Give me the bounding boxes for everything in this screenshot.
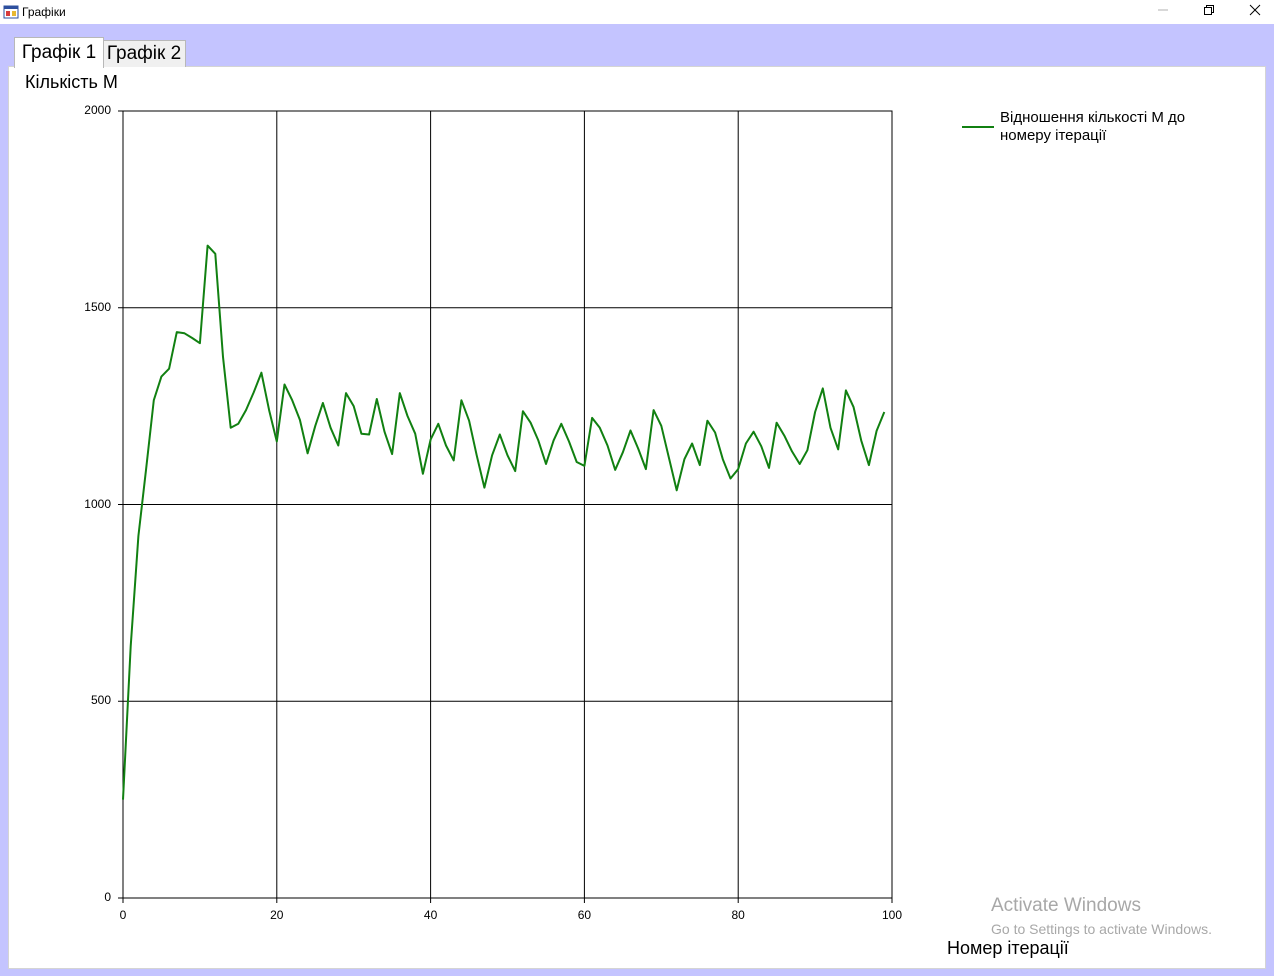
close-icon <box>1249 3 1261 21</box>
watermark-title: Activate Windows <box>991 895 1141 916</box>
tab-panel <box>8 66 1266 969</box>
window-title: Графіки <box>22 5 66 19</box>
x-tick-label: 80 <box>731 908 745 922</box>
minimize-icon <box>1157 3 1169 21</box>
y-tick-label: 1500 <box>84 299 111 314</box>
x-tick-label: 0 <box>119 908 127 922</box>
x-tick-label: 40 <box>423 908 438 922</box>
series-line <box>122 244 886 800</box>
y-tick-label: 2000 <box>84 103 111 117</box>
y-axis-title: Кількість М <box>25 72 118 92</box>
activate-windows-watermark: Activate Windows Go to Settings to activ… <box>991 895 1212 937</box>
x-tick-label: 20 <box>270 908 284 922</box>
minimize-button[interactable] <box>1140 0 1186 24</box>
y-tick-label: 0 <box>104 890 111 904</box>
watermark-subtitle: Go to Settings to activate Windows. <box>991 921 1212 937</box>
y-tick-label: 500 <box>90 693 111 708</box>
legend-swatch <box>962 126 994 128</box>
title-bar[interactable]: Графіки <box>0 0 1274 24</box>
legend-label: Відношення кількості М до номеру ітераці… <box>1000 109 1186 144</box>
x-axis-title: Номер ітерації <box>947 938 1069 958</box>
tab-graph-1[interactable]: Графік 1 <box>14 37 104 68</box>
x-tick-label: 100 <box>881 908 903 922</box>
tab-graph-2[interactable]: Графік 2 <box>102 40 186 67</box>
x-tick-label: 60 <box>577 908 592 922</box>
restore-button[interactable] <box>1186 0 1232 24</box>
close-button[interactable] <box>1232 0 1274 24</box>
restore-icon <box>1203 3 1215 21</box>
app-icon <box>3 4 19 20</box>
y-tick-label: 1000 <box>84 496 111 511</box>
